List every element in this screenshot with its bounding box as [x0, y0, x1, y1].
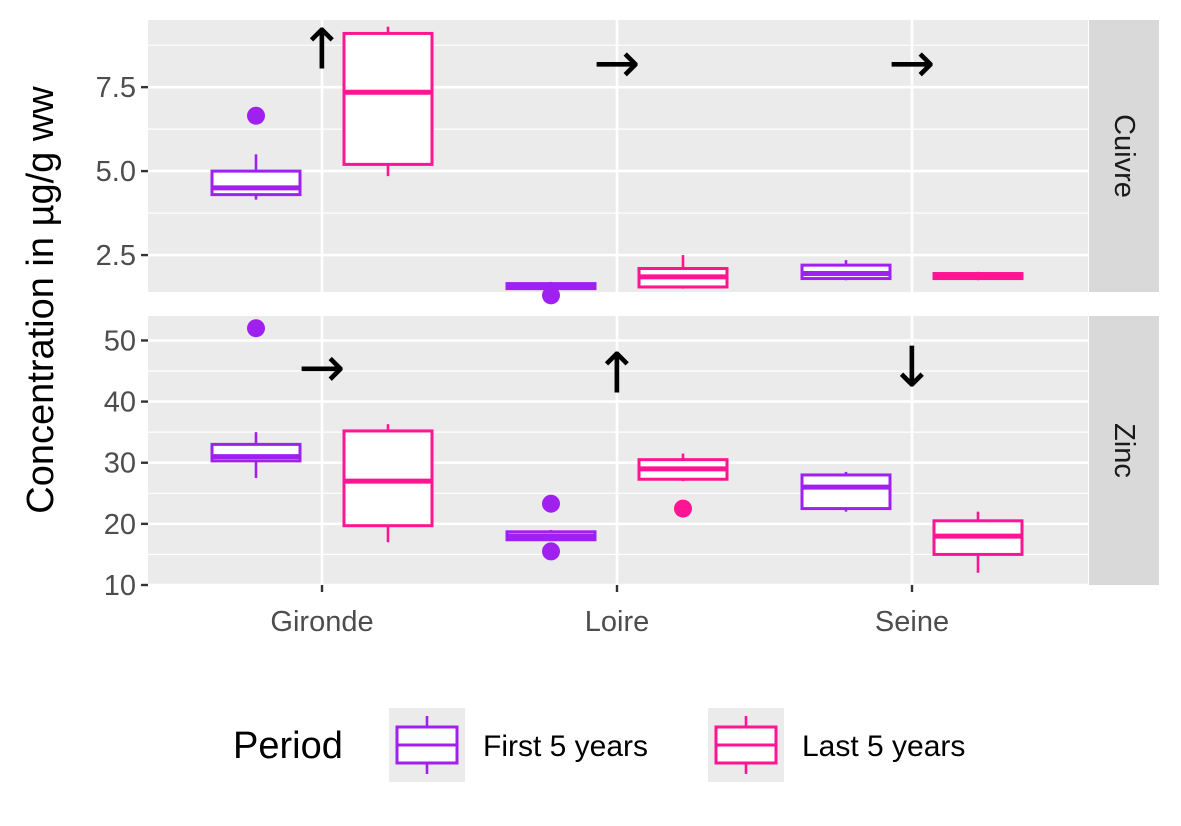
- y-tick-label: 30: [104, 448, 136, 480]
- box-body: [210, 169, 302, 197]
- box-gironde-last: [342, 26, 434, 177]
- y-tick-label: 50: [104, 325, 136, 357]
- box-loire-first: [505, 494, 597, 561]
- legend-key-first: [389, 708, 465, 782]
- box-seine-first: [800, 260, 892, 281]
- box-gironde-last: [342, 424, 434, 543]
- trend-arrow-up: ↑: [594, 342, 641, 407]
- box-body: [800, 473, 892, 511]
- trend-arrow-up: ↑: [299, 18, 346, 83]
- box-seine-first: [800, 471, 892, 512]
- facet-strip: [1089, 20, 1159, 292]
- box-loire-last: [637, 453, 729, 518]
- outlier-point: [247, 319, 265, 338]
- outlier-point: [674, 499, 692, 518]
- y-tick-label: 40: [104, 387, 136, 419]
- trend-arrow-flat: →: [594, 31, 641, 96]
- legend-label: First 5 years: [483, 730, 648, 763]
- x-tick-label: Gironde: [270, 606, 373, 638]
- box-loire-first: [505, 281, 597, 305]
- trend-arrow-flat: →: [299, 335, 346, 400]
- outlier-point: [247, 106, 265, 125]
- y-axis-title: Concentration in µg/g ww: [20, 86, 62, 514]
- box-body: [342, 31, 434, 166]
- panel-zinc: 10 20 30 40 50 Zinc → ↑ ↓: [104, 316, 1159, 602]
- y-tick-label: 2.5: [96, 240, 136, 272]
- outlier-point: [542, 286, 560, 305]
- outlier-point: [542, 542, 560, 561]
- legend-title: Period: [233, 725, 343, 767]
- box-gironde-first: [210, 106, 302, 200]
- y-tick-label: 10: [104, 570, 136, 602]
- x-tick-label: Seine: [875, 606, 949, 638]
- outlier-point: [542, 494, 560, 513]
- legend-label: Last 5 years: [802, 730, 965, 763]
- y-tick-label: 20: [104, 509, 136, 541]
- box-loire-last: [637, 255, 729, 289]
- y-tick-label: 7.5: [96, 72, 136, 104]
- facet-strip-label: Cuivre: [1108, 114, 1140, 198]
- legend-key-last: [708, 708, 784, 782]
- panel-cuivre: 2.5 5.0 7.5 Cuivre ↑ → →: [96, 18, 1159, 305]
- trend-arrow-flat: →: [889, 31, 936, 96]
- box-seine-last: [932, 511, 1024, 573]
- facet-strip: [1089, 316, 1159, 585]
- box-seine-last: [932, 271, 1024, 281]
- trend-arrow-down: ↓: [889, 335, 936, 400]
- facet-strip-label: Zinc: [1108, 423, 1140, 478]
- y-tick-label: 5.0: [96, 156, 136, 188]
- x-tick-label: Loire: [585, 606, 650, 638]
- box-gironde-first: [210, 319, 302, 479]
- box-body: [342, 429, 434, 528]
